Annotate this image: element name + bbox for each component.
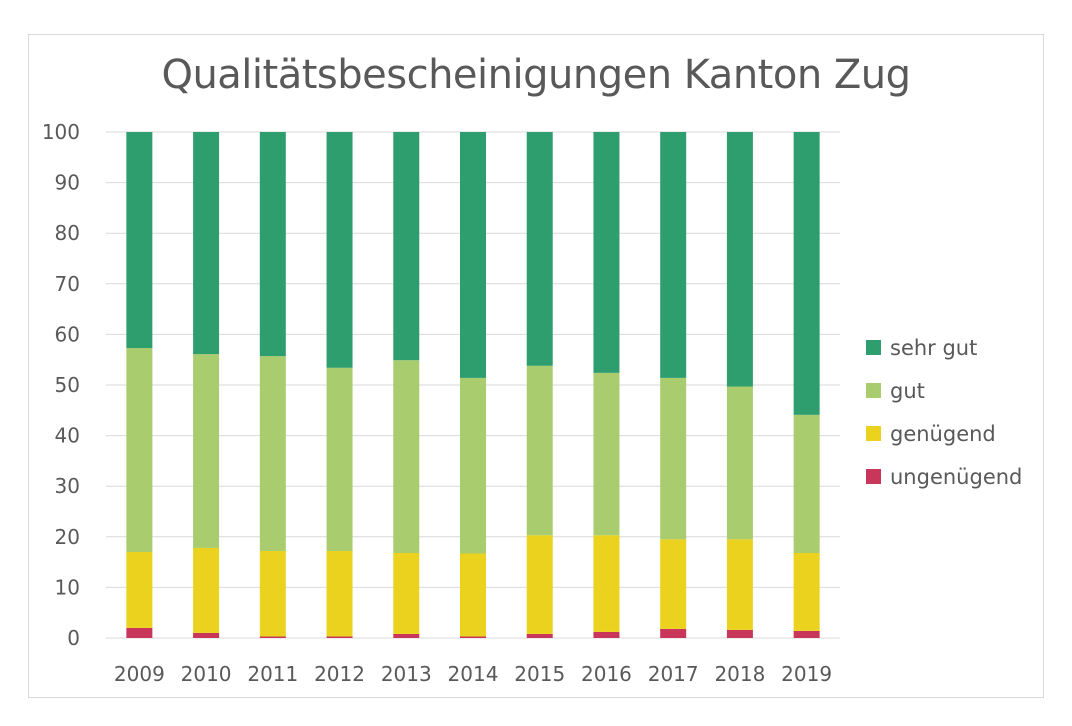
bar-segment (526, 633, 553, 638)
bar-segment (193, 354, 220, 548)
bar-segment (793, 630, 820, 638)
y-tick-label: 20 (55, 525, 80, 549)
bar-segment (526, 365, 553, 536)
y-tick-label: 100 (42, 120, 80, 144)
x-tick-label: 2012 (314, 662, 365, 686)
bar-segment (793, 552, 820, 631)
bar-segment (393, 360, 420, 553)
bar-segment (660, 377, 687, 540)
legend-item: genügend (866, 412, 1022, 455)
bar-segment (726, 132, 753, 387)
legend-swatch (866, 383, 881, 398)
bar-segment (593, 631, 620, 638)
y-tick-label: 90 (55, 171, 80, 195)
bar-segment (660, 539, 687, 629)
bar-segment (393, 552, 420, 634)
y-tick-label: 40 (55, 424, 80, 448)
bar-segment (793, 414, 820, 553)
legend-label: gut (890, 378, 925, 403)
bar-segment (393, 633, 420, 638)
bar-segment (326, 636, 353, 638)
bar-segment (259, 636, 286, 638)
x-tick-label: 2011 (247, 662, 298, 686)
legend-label: sehr gut (890, 335, 978, 360)
bar-segment (326, 550, 353, 637)
bar-segment (126, 627, 153, 638)
bar-segment (126, 132, 153, 349)
bar-segment (193, 632, 220, 638)
legend: sehr gut gut genügend ungenügend (866, 326, 1022, 498)
y-tick-label: 80 (55, 221, 80, 245)
bar-segment (726, 539, 753, 630)
bar-segment (526, 535, 553, 634)
x-tick-label: 2015 (514, 662, 565, 686)
legend-item: sehr gut (866, 326, 1022, 369)
bar-segment (660, 628, 687, 638)
legend-item: ungenügend (866, 455, 1022, 498)
legend-swatch (866, 426, 881, 441)
bar-segment (526, 132, 553, 366)
x-tick-label: 2019 (781, 662, 832, 686)
legend-item: gut (866, 369, 1022, 412)
bar-segment (126, 348, 153, 552)
bar-segment (460, 377, 486, 554)
x-tick-label: 2016 (581, 662, 632, 686)
legend-label: genügend (890, 421, 996, 446)
legend-swatch (866, 469, 881, 484)
bar-segment (259, 356, 286, 551)
y-tick-label: 50 (55, 373, 80, 397)
y-tick-label: 10 (55, 575, 80, 599)
bar-segment (726, 629, 753, 638)
bars (126, 132, 820, 638)
y-tick-label: 70 (55, 272, 80, 296)
x-tick-label: 2009 (114, 662, 165, 686)
legend-label: ungenügend (890, 464, 1023, 489)
y-axis-ticks: 0 10 20 30 40 50 60 70 80 90 100 (42, 120, 80, 650)
bar-segment (126, 551, 153, 628)
chart-title: Qualitätsbescheinigungen Kanton Zug (161, 52, 911, 98)
x-tick-label: 2018 (714, 662, 765, 686)
bar-segment (460, 132, 486, 378)
bar-segment (593, 535, 620, 632)
bar-segment (660, 132, 687, 378)
y-tick-label: 60 (55, 322, 80, 346)
bar-segment (326, 367, 353, 551)
x-tick-label: 2013 (381, 662, 432, 686)
bar-segment (593, 372, 620, 536)
bar-segment (259, 550, 286, 637)
x-tick-label: 2014 (448, 662, 499, 686)
bar-segment (593, 132, 620, 373)
bar-segment (193, 132, 220, 355)
bar-segment (460, 636, 486, 638)
x-tick-label: 2010 (181, 662, 232, 686)
bar-segment (793, 132, 820, 415)
legend-swatch (866, 340, 881, 355)
bar-segment (460, 553, 486, 637)
bar-segment (393, 132, 420, 361)
bar-segment (259, 132, 286, 357)
y-tick-label: 30 (55, 474, 80, 498)
x-tick-label: 2017 (648, 662, 699, 686)
bar-segment (326, 132, 353, 368)
x-axis-ticks: 2009 2010 2011 2012 2013 2014 2015 2016 2017 2018… (114, 662, 832, 686)
y-tick-label: 0 (67, 626, 80, 650)
bar-segment (193, 547, 220, 633)
bar-segment (726, 386, 753, 540)
